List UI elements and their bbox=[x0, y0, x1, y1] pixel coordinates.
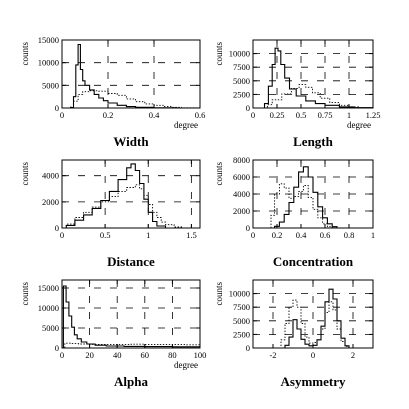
y-axis-label: counts bbox=[20, 282, 30, 306]
y-tick-label: 7500 bbox=[233, 302, 250, 312]
panel-asymmetry: -2 0 2 0 2500 5000 7500 10000 counts Asymmetry bbox=[214, 279, 374, 389]
panel-title: Width bbox=[113, 134, 149, 149]
y-tick-label: 10000 bbox=[38, 58, 59, 68]
x-tick-label: 0.5 bbox=[296, 110, 307, 120]
x-axis-label: degree bbox=[347, 120, 371, 130]
x-tick-label: 1 bbox=[371, 230, 375, 240]
y-tick-label: 0 bbox=[246, 223, 250, 233]
x-tick-label: 0 bbox=[251, 230, 255, 240]
y-tick-label: 2000 bbox=[233, 206, 250, 216]
y-tick-label: 15000 bbox=[38, 35, 59, 45]
plot-frame bbox=[61, 39, 201, 109]
x-tick-label: 0 bbox=[60, 230, 64, 240]
series-solid bbox=[253, 47, 374, 109]
x-tick-label: 0.6 bbox=[320, 230, 331, 240]
series-dotted bbox=[253, 183, 373, 229]
y-tick-label: 10000 bbox=[38, 303, 59, 313]
panel-width: 0 0.2 0.4 0.6 0 5000 10000 15000 counts degree Wid… bbox=[20, 35, 205, 149]
y-tick-label: 0 bbox=[246, 343, 250, 353]
y-tick-label: 2500 bbox=[233, 89, 250, 99]
y-tick-label: 5000 bbox=[42, 323, 59, 333]
series-solid bbox=[62, 285, 200, 349]
y-tick-label: 15000 bbox=[38, 283, 59, 293]
y-tick-label: 10000 bbox=[229, 49, 250, 59]
x-tick-label: 0 bbox=[251, 110, 255, 120]
panel-title: Distance bbox=[107, 254, 155, 269]
y-tick-label: 5000 bbox=[233, 76, 250, 86]
x-axis-label: degree bbox=[174, 360, 198, 370]
y-tick-label: 7500 bbox=[233, 62, 250, 72]
series-dotted bbox=[253, 299, 373, 349]
y-tick-label: 10000 bbox=[229, 289, 250, 299]
plot-frame bbox=[252, 39, 374, 109]
y-tick-label: 8000 bbox=[233, 155, 250, 165]
panel-length: 0 0.25 0.5 0.75 1 1.25 0 2500 5000 7500 10000 count… bbox=[214, 39, 381, 149]
plot-frame bbox=[61, 159, 201, 229]
panel-title: Asymmetry bbox=[281, 374, 346, 389]
y-tick-label: 5000 bbox=[42, 80, 59, 90]
x-tick-label: 1.5 bbox=[186, 230, 197, 240]
x-tick-label: 0 bbox=[60, 110, 64, 120]
y-axis-label: counts bbox=[214, 162, 224, 186]
x-tick-label: -2 bbox=[269, 350, 276, 360]
x-tick-label: 0.5 bbox=[100, 230, 111, 240]
x-tick-label: 1 bbox=[146, 230, 150, 240]
series-dotted bbox=[62, 184, 200, 229]
panel-title: Alpha bbox=[114, 374, 148, 389]
series-dotted bbox=[253, 84, 374, 109]
y-tick-label: 4000 bbox=[233, 189, 250, 199]
x-tick-label: 0.4 bbox=[149, 110, 160, 120]
y-tick-label: 5000 bbox=[233, 316, 250, 326]
x-tick-label: 0.75 bbox=[318, 110, 333, 120]
y-tick-label: 0 bbox=[55, 343, 59, 353]
x-tick-label: 0.2 bbox=[272, 230, 283, 240]
x-tick-label: 0 bbox=[60, 350, 64, 360]
x-tick-label: 0.6 bbox=[195, 110, 206, 120]
series-solid bbox=[62, 163, 200, 229]
panel-title: Length bbox=[293, 134, 334, 149]
y-tick-label: 6000 bbox=[233, 172, 250, 182]
y-axis-label: counts bbox=[214, 282, 224, 306]
x-tick-label: 0.25 bbox=[270, 110, 285, 120]
y-tick-label: 0 bbox=[246, 103, 250, 113]
y-tick-label: 2500 bbox=[233, 329, 250, 339]
y-tick-label: 0 bbox=[55, 103, 59, 113]
y-axis-label: counts bbox=[20, 162, 30, 186]
x-tick-label: 0.4 bbox=[296, 230, 307, 240]
x-tick-label: 20 bbox=[85, 350, 94, 360]
panel-distance: 0 0.5 1 1.5 0 2000 4000 counts Distance bbox=[20, 159, 201, 269]
series-solid bbox=[62, 43, 200, 109]
y-axis-label: counts bbox=[20, 42, 30, 66]
x-tick-label: 60 bbox=[141, 350, 150, 360]
x-tick-label: 2 bbox=[351, 350, 355, 360]
x-tick-label: 40 bbox=[113, 350, 122, 360]
x-tick-label: 1 bbox=[347, 110, 351, 120]
y-tick-label: 2000 bbox=[42, 197, 59, 207]
y-tick-label: 4000 bbox=[42, 171, 59, 181]
panel-alpha: 0 20 40 60 80 100 0 5000 10000 15000 counts degree A… bbox=[20, 279, 207, 389]
series-solid bbox=[253, 288, 373, 349]
y-tick-label: 0 bbox=[55, 223, 59, 233]
panel-concentration: 0 0.2 0.4 0.6 0.8 1 0 2000 4000 6000 8000 counts Con… bbox=[214, 155, 375, 269]
series-dotted bbox=[62, 90, 201, 109]
x-tick-label: 80 bbox=[168, 350, 177, 360]
x-tick-label: 1.25 bbox=[366, 110, 381, 120]
plot-frame bbox=[61, 279, 201, 349]
y-axis-label: counts bbox=[214, 42, 224, 66]
x-tick-label: 100 bbox=[194, 350, 207, 360]
x-axis-label: degree bbox=[174, 120, 198, 130]
x-tick-label: 0 bbox=[311, 350, 315, 360]
panel-title: Concentration bbox=[273, 254, 354, 269]
x-tick-label: 0.2 bbox=[103, 110, 114, 120]
x-tick-label: 0.8 bbox=[344, 230, 355, 240]
